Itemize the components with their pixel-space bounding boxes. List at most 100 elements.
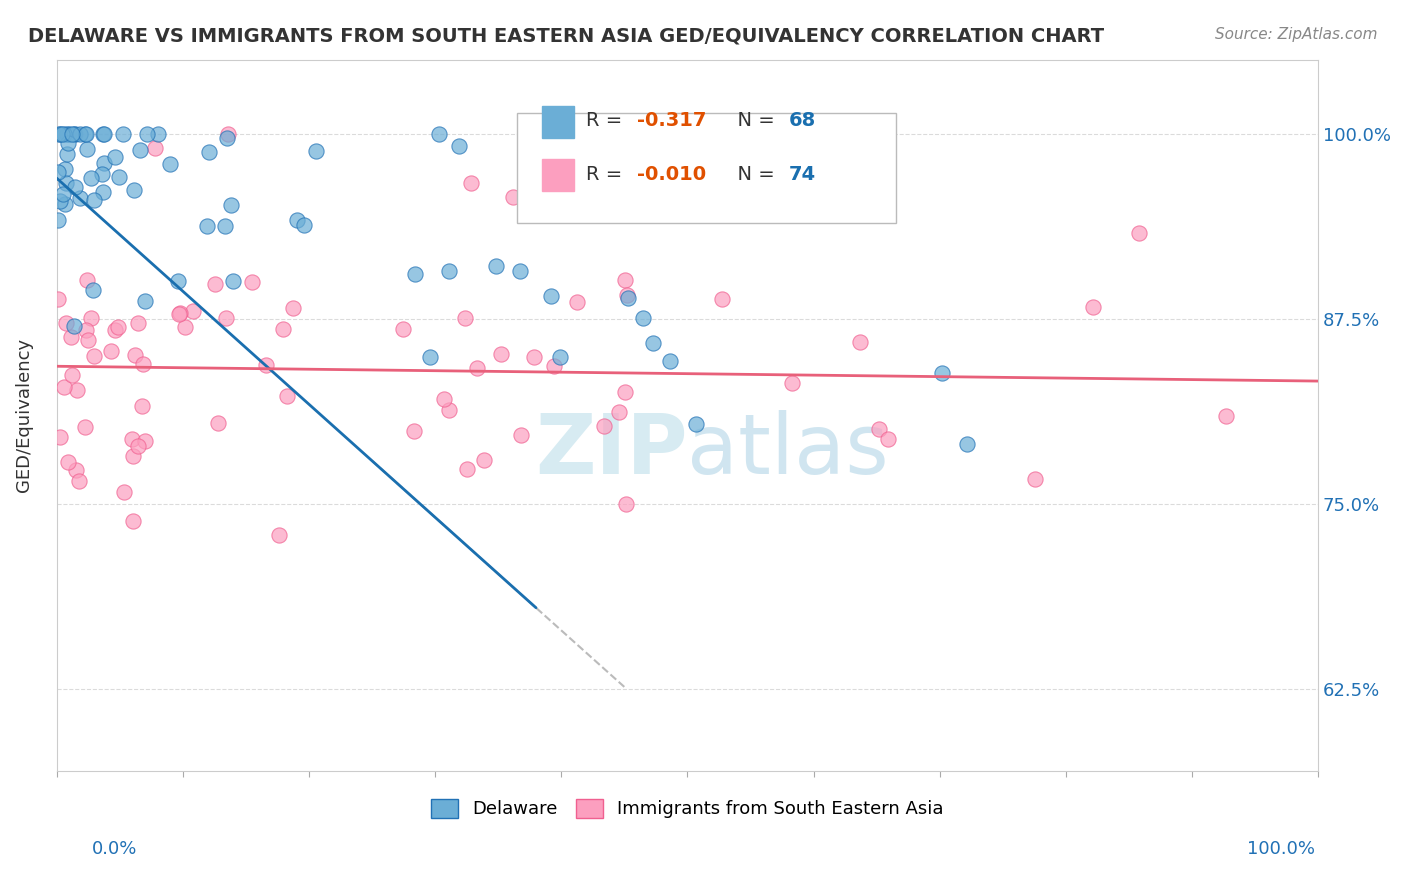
Point: [614, 385, 637, 400]
Point: [122, 183, 145, 197]
Point: [60, 127, 83, 141]
Point: [254, 359, 277, 373]
Point: [215, 131, 238, 145]
Text: N =: N =: [725, 165, 782, 185]
Point: [77, 333, 100, 347]
Point: [112, 485, 135, 500]
Text: ZIP: ZIP: [534, 410, 688, 491]
Point: [63, 179, 86, 194]
Point: [214, 311, 236, 326]
Point: [429, 127, 451, 141]
Text: R =: R =: [586, 111, 628, 129]
Point: [616, 288, 638, 302]
Point: [75, 323, 97, 337]
Text: R =: R =: [586, 165, 628, 185]
Point: [204, 277, 226, 291]
Point: [121, 450, 143, 464]
Point: [127, 438, 149, 452]
Point: [46, 292, 69, 306]
Point: [548, 350, 571, 364]
Point: [404, 267, 426, 281]
Point: [107, 320, 129, 334]
Text: N =: N =: [725, 111, 782, 129]
Point: [46, 212, 69, 227]
Point: [121, 514, 143, 528]
Point: [91, 127, 114, 141]
Point: [207, 416, 229, 430]
Text: DELAWARE VS IMMIGRANTS FROM SOUTH EASTERN ASIA GED/EQUIVALENCY CORRELATION CHART: DELAWARE VS IMMIGRANTS FROM SOUTH EASTER…: [28, 27, 1104, 45]
Point: [90, 168, 112, 182]
Point: [616, 291, 638, 305]
Point: [63, 127, 86, 141]
Point: [55, 316, 77, 330]
Point: [124, 348, 146, 362]
Text: 0.0%: 0.0%: [91, 840, 136, 858]
Point: [685, 417, 707, 431]
Point: [134, 434, 156, 449]
Point: [53, 127, 76, 141]
Point: [1128, 226, 1150, 240]
Point: [80, 171, 103, 186]
Point: [931, 366, 953, 380]
Point: [391, 322, 413, 336]
Point: [135, 127, 157, 141]
Point: [93, 156, 115, 170]
Point: [51, 127, 73, 141]
Point: [48, 127, 70, 141]
Point: [167, 307, 190, 321]
Point: [104, 150, 127, 164]
Point: [848, 334, 870, 349]
Point: [93, 127, 115, 141]
Point: [66, 383, 89, 397]
Point: [485, 259, 508, 273]
Point: [780, 376, 803, 391]
Point: [63, 318, 86, 333]
Bar: [543, 106, 574, 138]
Point: [631, 310, 654, 325]
Point: [75, 127, 97, 141]
Point: [52, 380, 75, 394]
Point: [49, 430, 72, 444]
Point: [55, 146, 77, 161]
Point: [267, 528, 290, 542]
Point: [174, 320, 197, 334]
Point: [49, 194, 72, 208]
Point: [134, 294, 156, 309]
Y-axis label: GED/Equivalency: GED/Equivalency: [15, 338, 32, 492]
Text: 100.0%: 100.0%: [1247, 840, 1315, 858]
Point: [502, 190, 524, 204]
Point: [437, 403, 460, 417]
Point: [159, 157, 181, 171]
Point: [107, 170, 129, 185]
Point: [100, 344, 122, 359]
Point: [437, 264, 460, 278]
Point: [76, 143, 98, 157]
Point: [195, 219, 218, 233]
Text: atlas: atlas: [688, 410, 889, 491]
Point: [53, 161, 76, 176]
Point: [433, 392, 456, 406]
FancyBboxPatch shape: [517, 113, 896, 223]
Point: [53, 197, 76, 211]
Point: [83, 194, 105, 208]
Point: [55, 176, 77, 190]
Point: [449, 139, 471, 153]
Point: [593, 418, 616, 433]
Point: [112, 127, 135, 141]
Point: [465, 360, 488, 375]
Point: [283, 301, 305, 316]
Bar: [543, 159, 574, 191]
Point: [956, 436, 979, 450]
Point: [143, 140, 166, 154]
Point: [52, 187, 75, 202]
Point: [91, 185, 114, 199]
Point: [60, 330, 83, 344]
Point: [63, 127, 86, 141]
Point: [69, 191, 91, 205]
Point: [169, 306, 191, 320]
Text: -0.010: -0.010: [637, 165, 706, 185]
Point: [489, 347, 512, 361]
Point: [1083, 300, 1105, 314]
Point: [166, 274, 188, 288]
Text: Source: ZipAtlas.com: Source: ZipAtlas.com: [1215, 27, 1378, 42]
